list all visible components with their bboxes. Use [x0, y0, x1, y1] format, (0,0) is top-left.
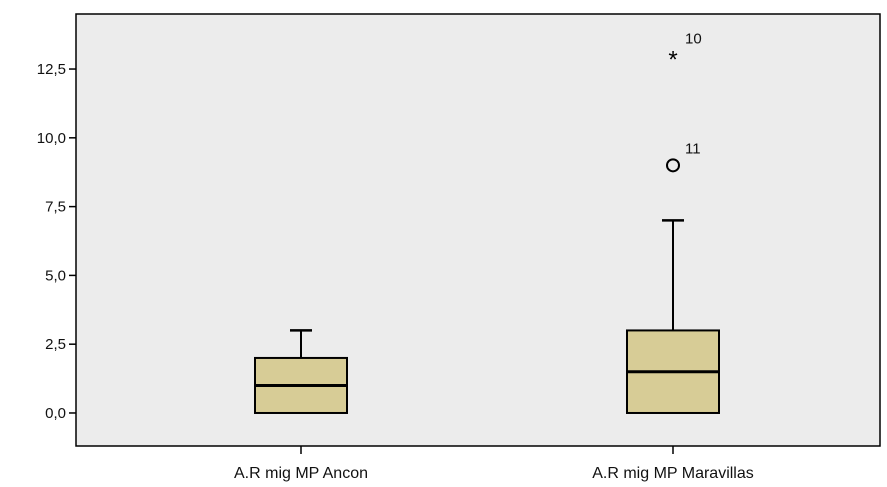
y-tick-label: 7,5: [45, 199, 66, 216]
category-label: A.R mig MP Ancon: [234, 465, 368, 482]
y-tick-label: 0,0: [45, 405, 66, 422]
y-tick-label: 2,5: [45, 336, 66, 353]
category-label: A.R mig MP Maravillas: [592, 465, 754, 482]
boxes: 11 * 10: [254, 30, 720, 414]
y-axis: 0,0 2,5 5,0 7,5 10,0 12,5: [37, 61, 76, 422]
outlier-star: *: [668, 46, 677, 73]
y-tick-label: 12,5: [37, 61, 66, 78]
x-axis: A.R mig MP Ancon A.R mig MP Maravillas: [234, 446, 754, 482]
outlier-label: 10: [685, 30, 702, 47]
box-group: 11 * 10: [626, 30, 720, 414]
y-tick-label: 5,0: [45, 267, 66, 284]
box-group: [254, 329, 348, 414]
y-tick-label: 10,0: [37, 130, 66, 147]
plot-area: [75, 13, 881, 447]
outlier-circle: [666, 158, 680, 173]
outlier-label: 11: [685, 140, 701, 157]
